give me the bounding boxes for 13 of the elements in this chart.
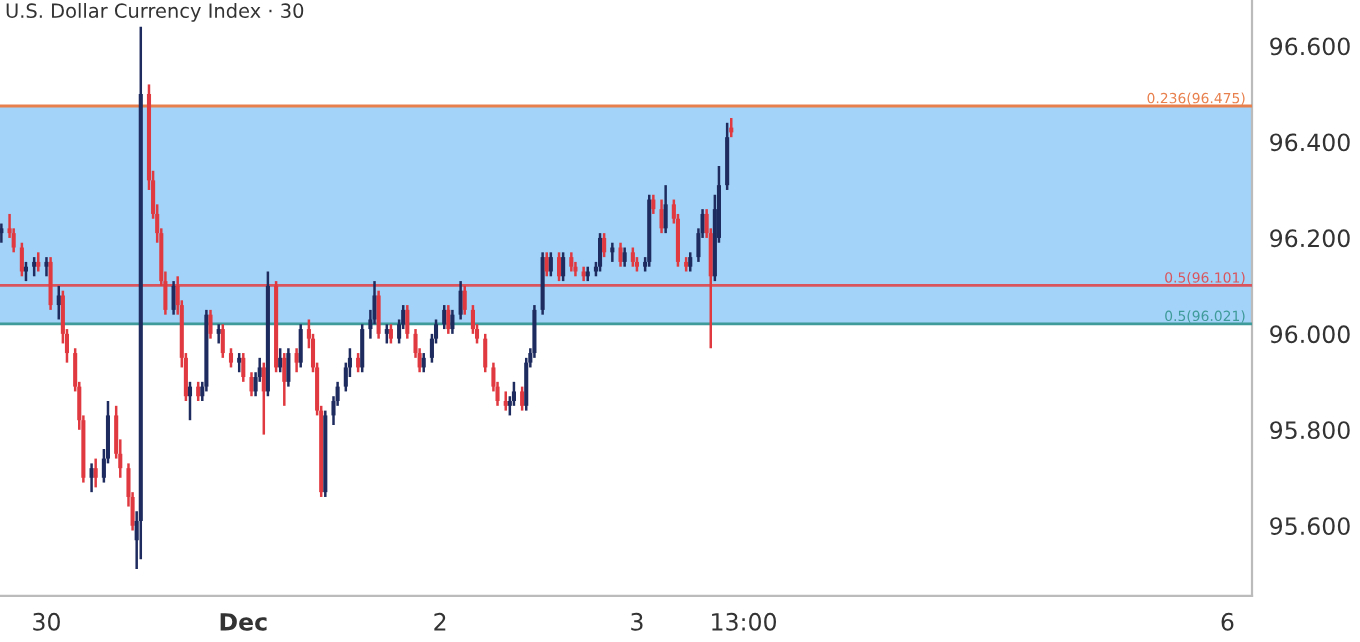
y-tick-label: 96.600 [1270, 37, 1350, 56]
x-tick-label: 6 [1221, 612, 1234, 631]
chart-title: U.S. Dollar Currency Index · 30 [6, 2, 304, 22]
x-tick-label: Dec [220, 613, 267, 631]
x-tick-label: 3 [631, 612, 643, 631]
x-tick-label: 13:00 [712, 612, 777, 631]
y-tick-label: 95.600 [1270, 517, 1350, 536]
y-tick-label: 95.800 [1270, 421, 1350, 440]
y-tick-label: 96.200 [1270, 229, 1350, 248]
y-tick-label: 96.400 [1270, 133, 1350, 152]
x-tick-label: 2 [434, 612, 446, 631]
x-tick-label: 30 [33, 612, 60, 631]
y-tick-label: 96.000 [1270, 325, 1350, 344]
